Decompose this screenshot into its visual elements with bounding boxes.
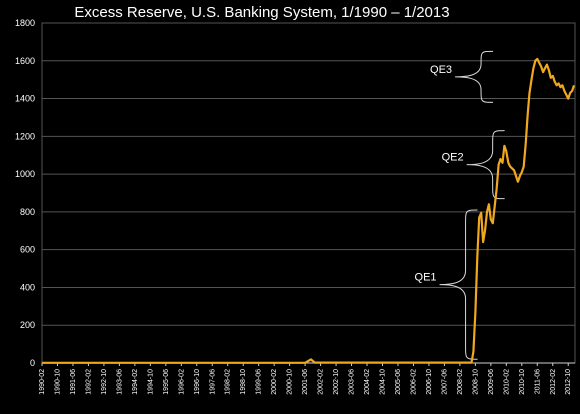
x-tick-label: 2010-02 [503, 369, 510, 395]
y-tick-label: 800 [20, 207, 35, 217]
x-tick-label: 2012-10 [565, 369, 572, 395]
y-tick-label: 600 [20, 245, 35, 255]
x-tick-label: 2007-06 [441, 369, 448, 395]
x-tick-label: 2006-10 [426, 369, 433, 395]
x-tick-label: 1994-10 [147, 369, 154, 395]
x-tick-label: 2001-06 [302, 369, 309, 395]
x-tick-label: 2008-10 [472, 369, 479, 395]
x-tick-label: 2002-10 [333, 369, 340, 395]
x-tick-label: 2011-06 [534, 369, 541, 394]
y-tick-label: 1200 [15, 131, 35, 141]
x-tick-label: 2004-02 [364, 369, 371, 395]
x-tick-label: 1993-06 [116, 369, 123, 395]
x-tick-label: 1996-02 [178, 369, 185, 395]
x-tick-label: 2010-10 [519, 369, 526, 395]
x-tick-label: 1996-10 [194, 369, 201, 395]
x-tick-label: 2006-02 [410, 369, 417, 395]
y-tick-label: 0 [30, 358, 35, 368]
y-tick-label: 1000 [15, 169, 35, 179]
x-tick-label: 1992-10 [101, 369, 108, 395]
qe-label: QE1 [415, 272, 437, 284]
x-tick-label: 2005-06 [395, 369, 402, 395]
x-tick-label: 2012-02 [550, 369, 557, 395]
x-tick-label: 2004-10 [380, 369, 387, 395]
x-tick-label: 1992-02 [85, 369, 92, 395]
x-tick-label: 1995-06 [163, 369, 170, 395]
series [42, 57, 576, 364]
x-tick-label: 1998-02 [225, 369, 232, 395]
x-tick-label: 1998-10 [240, 369, 247, 395]
x-tick-label: 2000-10 [287, 369, 294, 395]
plot-area-frame [41, 22, 576, 364]
y-tick-label: 1800 [15, 18, 35, 28]
x-axis: 1990-02 1990-10 1991-06 1992-02 1992-10 1993-… [39, 363, 572, 395]
y-tick-label: 1600 [15, 56, 35, 66]
qe-brace [455, 50, 494, 103]
y-tick-label: 1400 [15, 94, 35, 104]
x-tick-label: 2009-06 [488, 369, 495, 395]
x-tick-label: 1994-02 [132, 369, 139, 395]
chart-title: Excess Reserve, U.S. Banking System, 1/1… [74, 4, 449, 21]
gridlines [42, 22, 575, 326]
y-tick-label: 400 [20, 282, 35, 292]
x-tick-label: 2000-02 [271, 369, 278, 395]
qe-annotations: QE1 QE2 QE3 [415, 50, 505, 360]
qe-label: QE2 [442, 152, 464, 164]
y-axis: 0 200 400 600 800 1000 1200 1400 1600 1800 [15, 18, 35, 368]
x-tick-label: 1991-06 [70, 369, 77, 395]
series-line [42, 57, 576, 364]
x-tick-label: 1990-02 [39, 369, 46, 395]
y-tick-label: 200 [20, 320, 35, 330]
x-tick-label: 1999-06 [256, 369, 263, 395]
qe-label: QE3 [430, 64, 452, 76]
qe-brace [439, 209, 478, 360]
x-tick-label: 1997-06 [209, 369, 216, 395]
x-tick-label: 2003-06 [349, 369, 356, 395]
x-tick-label: 2008-02 [457, 369, 464, 395]
x-tick-label: 2002-02 [318, 369, 325, 395]
x-tick-label: 1990-10 [54, 369, 61, 395]
